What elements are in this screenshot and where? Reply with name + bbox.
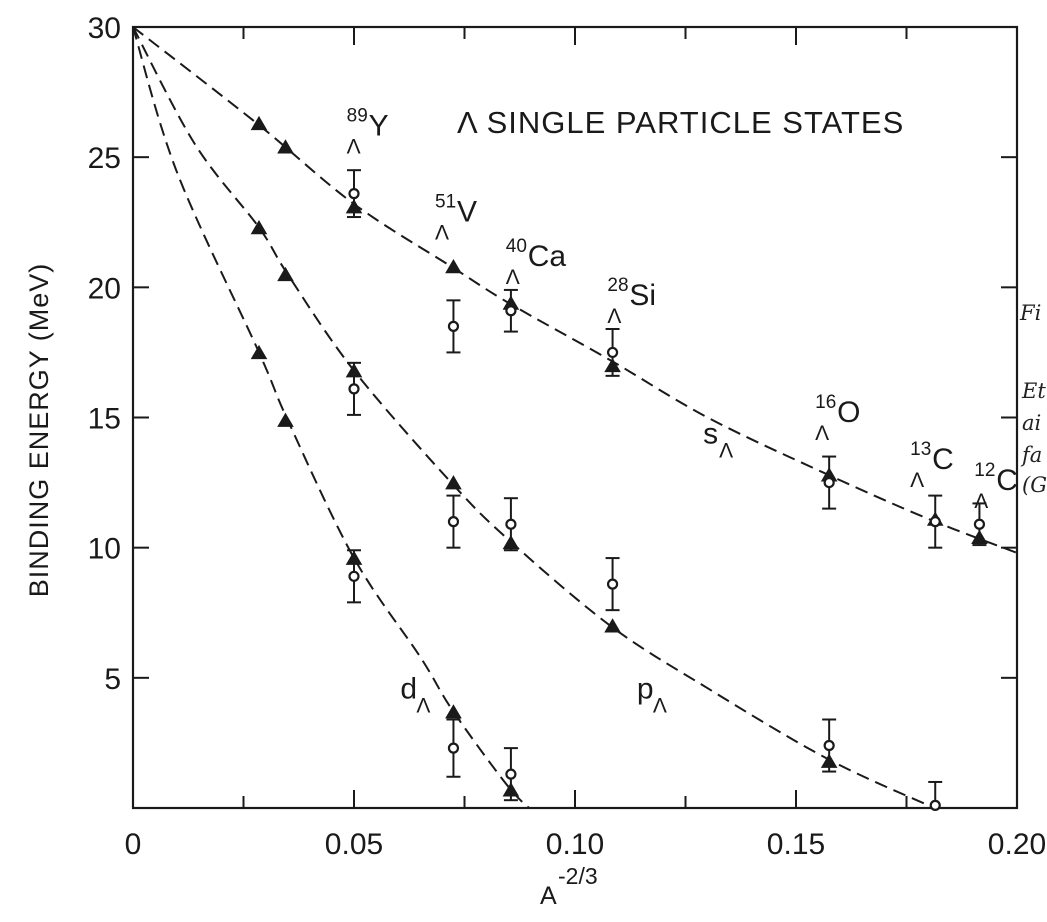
curve-label-main: s <box>703 418 718 451</box>
nucleus-label: 13 ΛC <box>910 439 954 492</box>
theory-triangle-s <box>445 259 462 274</box>
nucleus-mass: 12 <box>974 460 995 481</box>
curve-d <box>133 26 531 808</box>
nucleus-mass: 51 <box>435 192 456 213</box>
experiment-point-d <box>447 742 460 754</box>
chart-title: Λ SINGLE PARTICLE STATES <box>457 105 904 140</box>
nucleus-label: 51 ΛV <box>435 192 477 245</box>
nucleus-label: 16 ΛO <box>815 392 860 445</box>
margin-note-line: ai <box>1022 411 1041 435</box>
nucleus-element: Ca <box>528 240 567 273</box>
curve-label-sub: Λ <box>416 695 430 718</box>
dashed-curves <box>133 26 1017 808</box>
nucleus-mass: 28 <box>607 275 628 296</box>
margin-note-line: fa <box>1020 443 1042 467</box>
experiment-point-s <box>929 516 941 528</box>
theory-triangle-p <box>250 219 268 235</box>
nucleus-label: 28 Λ Si <box>607 275 656 328</box>
curve-label-sub: Λ <box>653 695 667 718</box>
margin-note-line: Fi <box>1019 301 1041 325</box>
curve-label: dΛ <box>400 673 430 718</box>
nucleus-lambda: Λ <box>910 469 924 492</box>
x-axis-label-exponent: -2/3 <box>558 863 598 889</box>
experiment-point-s <box>505 305 517 317</box>
plot-frame <box>131 25 1019 810</box>
nucleus-lambda: Λ <box>607 305 621 328</box>
data-markers <box>250 115 988 811</box>
curve-label-main: d <box>400 673 417 706</box>
experiment-point-p <box>606 578 619 590</box>
nucleus-element: Y <box>369 110 389 143</box>
nucleus-label: 40 Λ Ca <box>506 236 567 289</box>
y-tick-label: 20 <box>88 272 121 305</box>
nucleus-element: C <box>932 443 954 476</box>
theory-triangle-s <box>277 139 294 154</box>
nucleus-lambda: Λ <box>347 136 361 159</box>
experiment-point-p <box>823 739 835 752</box>
x-axis-label: A -2/3 <box>540 863 598 910</box>
nucleus-lambda: Λ <box>974 490 988 513</box>
nucleus-mass: 89 <box>347 106 368 127</box>
curve-label: pΛ <box>637 673 667 718</box>
x-tick-label: 0.10 <box>546 828 604 861</box>
y-tick-label: 30 <box>88 12 121 45</box>
theory-triangle-d <box>445 704 462 719</box>
experiment-point-p <box>505 518 517 530</box>
experiment-point-s <box>606 346 619 359</box>
theory-triangle-p <box>277 266 294 282</box>
experiment-point-p <box>447 320 460 332</box>
y-tick-label: 25 <box>88 142 121 175</box>
nucleus-lambda: Λ <box>815 422 829 445</box>
experiment-point-s <box>823 476 835 489</box>
experiment-point-d <box>348 570 360 582</box>
theory-triangle-p <box>445 475 462 490</box>
x-tick-label: 0.05 <box>325 828 383 861</box>
x-tick-label: 0 <box>125 828 142 861</box>
y-tick-label: 15 <box>88 403 121 436</box>
y-tick-label: 5 <box>104 663 121 696</box>
experiment-point-d <box>505 768 517 780</box>
experiment-point-p <box>447 516 460 528</box>
nucleus-label: 12 ΛC <box>974 460 1018 513</box>
margin-note-line: Et <box>1021 379 1046 403</box>
y-axis-label: BINDING ENERGY (MeV) <box>24 263 54 598</box>
x-tick-label: 0.15 <box>767 828 825 861</box>
tick-labels: 0 0.05 0.10 0.15 0.20 5 10 15 20 25 30 <box>88 12 1047 861</box>
nucleus-label: 89 ΛY <box>347 106 389 159</box>
experiment-point-p <box>929 799 941 811</box>
curve-label-main: p <box>637 673 654 706</box>
curve-label-sub: Λ <box>719 440 733 463</box>
nucleus-element: V <box>457 196 477 229</box>
nucleus-element: C <box>996 464 1018 497</box>
margin-note-line: (G <box>1022 473 1047 497</box>
nucleus-element: O <box>837 396 860 429</box>
theory-triangle-d <box>277 412 294 427</box>
axis-ticks <box>133 27 1017 808</box>
margin-note: Fi Et ai fa (G <box>1019 301 1047 497</box>
theory-triangle-p <box>604 618 621 633</box>
y-tick-label: 10 <box>88 533 121 566</box>
plot-border <box>131 25 1019 810</box>
theory-triangle-s <box>250 115 268 131</box>
x-tick-label: 0.20 <box>988 828 1046 861</box>
experiment-point-s <box>973 518 986 530</box>
theory-triangle-d <box>250 344 268 360</box>
nucleus-mass: 13 <box>910 439 931 460</box>
nucleus-mass: 40 <box>506 236 527 257</box>
nucleus-lambda: Λ <box>506 266 520 289</box>
nucleus-element: Si <box>629 279 656 312</box>
x-axis-label-base: A <box>540 882 557 910</box>
experiment-point-p <box>348 383 360 395</box>
curve-s <box>133 26 1017 554</box>
nucleus-mass: 16 <box>815 392 836 413</box>
experiment-point-s <box>348 188 360 200</box>
nucleus-lambda: Λ <box>435 222 449 245</box>
curve-label: sΛ <box>703 418 733 463</box>
